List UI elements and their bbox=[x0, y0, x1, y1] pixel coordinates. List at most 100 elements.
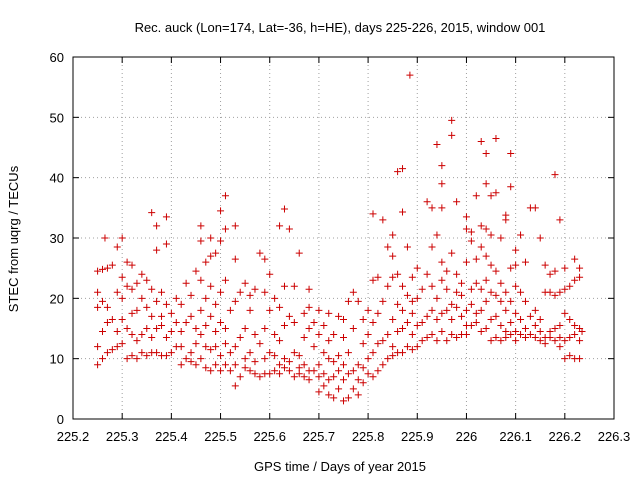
data-point bbox=[256, 249, 264, 257]
data-point bbox=[359, 315, 367, 323]
data-point bbox=[472, 279, 480, 287]
data-point bbox=[231, 382, 239, 390]
data-point bbox=[369, 210, 377, 218]
data-point bbox=[512, 261, 520, 269]
data-point bbox=[546, 270, 554, 278]
data-point bbox=[448, 249, 456, 257]
data-point bbox=[197, 237, 205, 245]
data-point bbox=[167, 349, 175, 357]
data-point bbox=[217, 318, 225, 326]
data-point bbox=[521, 325, 529, 332]
x-tick-label: 226 bbox=[456, 429, 478, 444]
data-point bbox=[133, 306, 141, 314]
data-point bbox=[285, 358, 293, 366]
data-point bbox=[477, 137, 485, 145]
data-point bbox=[541, 340, 549, 348]
data-point bbox=[202, 364, 210, 372]
data-point bbox=[251, 370, 259, 378]
y-tick-label: 10 bbox=[50, 352, 64, 367]
data-point bbox=[482, 180, 490, 188]
data-point bbox=[158, 321, 166, 329]
data-point bbox=[497, 234, 505, 242]
data-point bbox=[153, 246, 161, 254]
data-point bbox=[418, 318, 426, 326]
data-point bbox=[531, 334, 539, 342]
data-point bbox=[477, 243, 485, 251]
data-point bbox=[261, 255, 269, 263]
data-point bbox=[477, 328, 485, 336]
data-point bbox=[561, 264, 569, 272]
data-point bbox=[364, 331, 372, 339]
data-point bbox=[276, 370, 284, 378]
data-point bbox=[389, 343, 397, 351]
data-point bbox=[482, 225, 490, 233]
data-points bbox=[94, 71, 586, 405]
data-point bbox=[236, 288, 244, 296]
data-point bbox=[561, 285, 569, 293]
data-point bbox=[551, 337, 559, 345]
data-point bbox=[418, 285, 426, 293]
data-point bbox=[443, 337, 451, 345]
data-point bbox=[192, 267, 200, 275]
data-point bbox=[305, 303, 313, 311]
data-point bbox=[364, 355, 372, 363]
data-point bbox=[310, 318, 318, 326]
data-point bbox=[418, 337, 426, 345]
data-point bbox=[389, 231, 397, 239]
data-point bbox=[482, 150, 490, 158]
data-point bbox=[517, 288, 525, 296]
data-point bbox=[374, 273, 382, 281]
data-point bbox=[172, 294, 180, 302]
data-point bbox=[94, 288, 102, 296]
data-point bbox=[433, 337, 441, 345]
data-point bbox=[492, 291, 500, 299]
data-point bbox=[344, 349, 352, 357]
data-point bbox=[221, 225, 229, 233]
data-point bbox=[349, 325, 357, 332]
data-point bbox=[241, 364, 249, 372]
data-point bbox=[101, 234, 109, 242]
data-point bbox=[448, 131, 456, 139]
data-point bbox=[300, 334, 308, 342]
data-point bbox=[384, 331, 392, 339]
data-point bbox=[399, 325, 407, 332]
data-point bbox=[344, 370, 352, 378]
data-point bbox=[571, 255, 579, 263]
data-point bbox=[497, 297, 505, 305]
data-point bbox=[197, 222, 205, 230]
data-point bbox=[433, 231, 441, 239]
data-point bbox=[320, 321, 328, 329]
data-point bbox=[280, 282, 288, 290]
data-point bbox=[128, 285, 136, 293]
data-point bbox=[517, 331, 525, 339]
data-point bbox=[462, 331, 470, 339]
data-point bbox=[305, 376, 313, 384]
axis-ticks bbox=[72, 56, 615, 420]
data-point bbox=[207, 346, 215, 354]
data-point bbox=[177, 328, 185, 336]
data-point bbox=[403, 318, 411, 326]
data-point bbox=[551, 291, 559, 299]
data-point bbox=[561, 355, 569, 363]
data-point bbox=[551, 325, 559, 332]
data-point bbox=[399, 165, 407, 173]
data-point bbox=[118, 340, 126, 348]
data-point bbox=[438, 309, 446, 317]
data-point bbox=[482, 325, 490, 332]
data-point bbox=[276, 361, 284, 369]
data-point bbox=[566, 334, 574, 342]
data-point bbox=[571, 331, 579, 339]
data-point bbox=[241, 325, 249, 332]
data-point bbox=[256, 340, 264, 348]
data-point bbox=[551, 267, 559, 275]
data-point bbox=[359, 364, 367, 372]
data-point bbox=[413, 343, 421, 351]
data-point bbox=[123, 355, 131, 363]
data-point bbox=[266, 370, 274, 378]
data-point bbox=[448, 315, 456, 323]
data-point bbox=[320, 349, 328, 357]
data-point bbox=[438, 162, 446, 170]
data-point bbox=[305, 325, 313, 332]
data-point bbox=[576, 273, 584, 281]
data-point bbox=[458, 291, 466, 299]
